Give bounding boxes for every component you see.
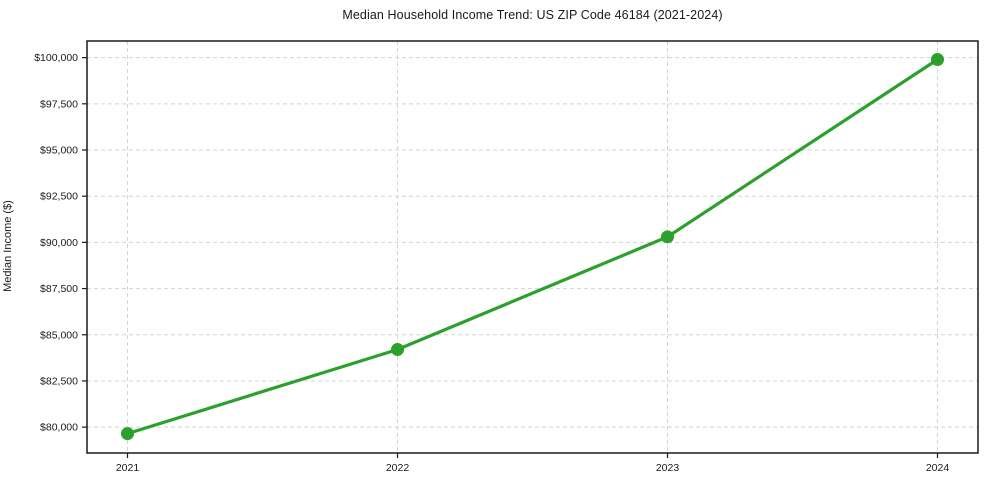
x-tick-label: 2022 [386,462,410,474]
y-axis-label: Median Income ($) [2,200,14,292]
data-point [391,343,404,357]
data-point [931,52,944,66]
y-tick-label: $80,000 [40,422,78,434]
trend-line [125,57,940,436]
chart-title: Median Household Income Trend: US ZIP Co… [342,8,723,22]
y-tick-label: $85,000 [40,329,78,341]
y-tick-label: $92,500 [40,191,78,203]
plot-border [86,40,979,454]
x-tick-label: 2023 [656,462,680,474]
y-tick-label: $95,000 [40,145,78,157]
data-point [121,427,134,441]
y-tick-label: $100,000 [34,52,78,64]
y-tick-label: $90,000 [40,237,78,249]
x-tick-label: 2021 [116,462,140,474]
y-tick-label: $87,500 [40,283,78,295]
y-tick-label: $82,500 [40,375,78,387]
y-tick-label: $97,500 [40,98,78,110]
data-point [661,230,674,244]
x-tick-label: 2024 [926,462,950,474]
